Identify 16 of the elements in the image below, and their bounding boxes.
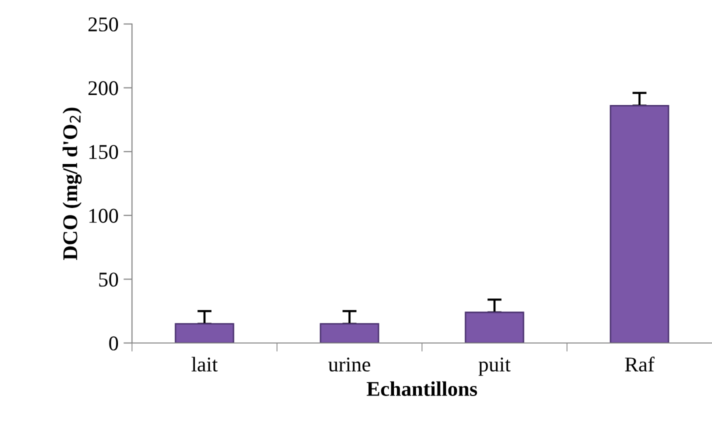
y-tick-label: 150: [89, 144, 118, 160]
y-axis-title: DCO (mg/l d'O$_{2}$): [62, 108, 82, 260]
bar: [610, 104, 670, 343]
x-tick-label: puit: [478, 358, 511, 376]
bar: [320, 323, 380, 343]
x-tick-label: Raf: [625, 356, 655, 372]
y-tick-label: 50: [99, 272, 118, 287]
y-tick-label: 0: [109, 336, 118, 350]
bar: [174, 323, 234, 343]
y-tick-label: 100: [89, 208, 118, 223]
x-tick-label: lait: [192, 356, 218, 372]
y-tick-label: 250: [88, 17, 118, 32]
x-axis-title: Echantillons: [366, 381, 478, 396]
y-tick-label: 200: [88, 81, 118, 96]
x-tick-label: urine: [328, 358, 370, 372]
bar: [464, 312, 524, 343]
